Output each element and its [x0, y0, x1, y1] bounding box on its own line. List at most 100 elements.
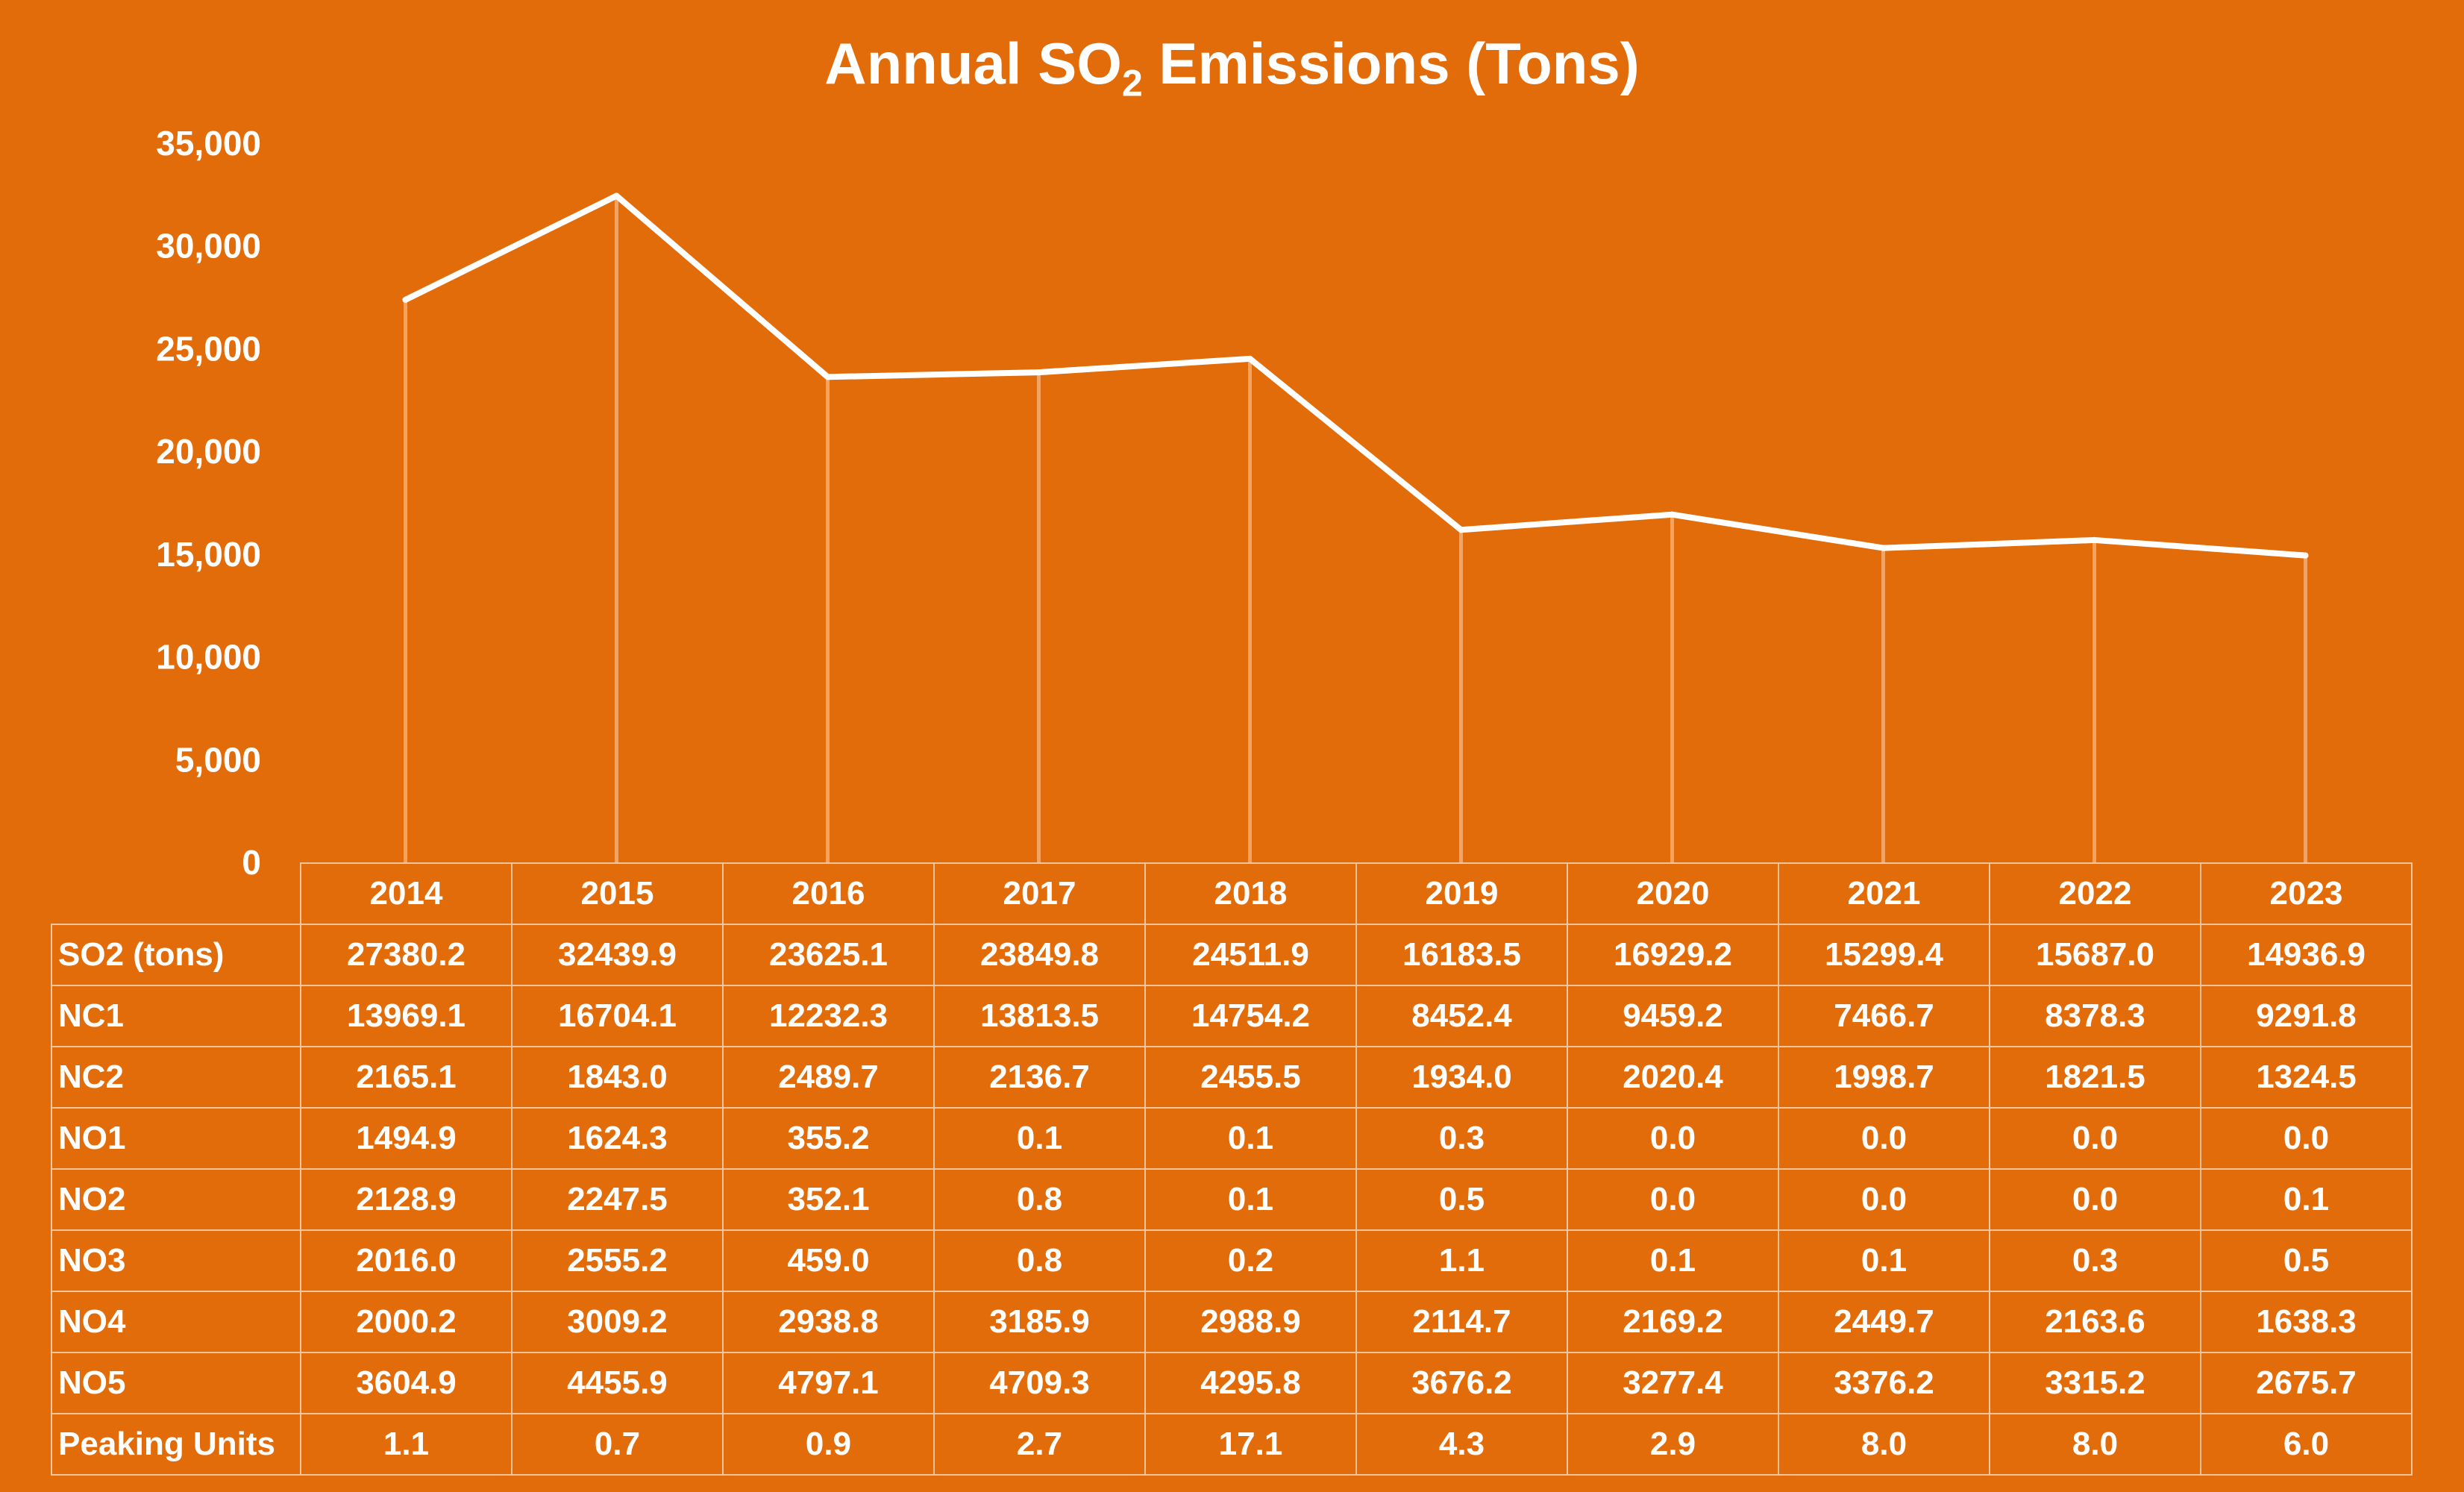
table-row: SO2 (tons) 27380.2 32439.9 23625.1 23849.8 24… — [51, 924, 2413, 986]
data-point — [1035, 369, 1042, 376]
table-cell: 4.3 — [1355, 1413, 1568, 1476]
table-cell: 3376.2 — [1778, 1352, 1990, 1414]
data-point — [1458, 527, 1464, 533]
table-cell: 459.0 — [722, 1229, 935, 1292]
table-cell: 8378.3 — [1989, 985, 2201, 1047]
series-line-segment — [1880, 536, 2098, 551]
data-point — [1247, 355, 1253, 362]
table-cell: 1998.7 — [1778, 1046, 1990, 1109]
table-cell: 0.3 — [1355, 1107, 1568, 1170]
table-cell: 9291.8 — [2200, 985, 2413, 1047]
table-cell: 3604.9 — [300, 1352, 512, 1414]
row-label: NO3 — [51, 1229, 301, 1292]
year-header: 2023 — [2200, 862, 2413, 925]
table-cell: 2000.2 — [300, 1291, 512, 1353]
table-cell: 4455.9 — [511, 1352, 724, 1414]
y-tick-label: 20,000 — [156, 432, 261, 471]
table-row: NO4 2000.2 3009.2 2938.8 3185.9 2988.9 2114.7 2… — [51, 1291, 2413, 1353]
table-cell: 0.8 — [933, 1229, 1146, 1292]
data-point — [613, 192, 620, 199]
table-cell: 14754.2 — [1144, 985, 1357, 1047]
y-tick-label: 0 — [242, 843, 261, 882]
year-header: 2016 — [722, 862, 935, 925]
table-row: NO2 2128.9 2247.5 352.1 0.8 0.1 0.5 0.0 0.0 0.0 0.… — [51, 1168, 2413, 1231]
table-cell: 32439.9 — [511, 924, 724, 986]
series-line-segment — [402, 192, 620, 303]
row-label: NO2 — [51, 1168, 301, 1231]
series-line-segment — [1458, 511, 1675, 533]
table-cell: 0.3 — [1989, 1229, 2201, 1292]
series-line-segment — [613, 192, 831, 380]
table-cell: 8.0 — [1989, 1413, 2201, 1476]
table-cell: 2247.5 — [511, 1168, 724, 1231]
table-cell: 2675.7 — [2200, 1352, 2413, 1414]
table-cell: 2489.7 — [722, 1046, 935, 1109]
year-header: 2017 — [933, 862, 1146, 925]
table-cell: 4797.1 — [722, 1352, 935, 1414]
y-tick-label: 10,000 — [156, 638, 261, 677]
table-cell: 355.2 — [722, 1107, 935, 1170]
table-header-row: 2014 2015 2016 2017 2018 2019 2020 2021 … — [51, 862, 2413, 925]
data-point — [824, 374, 831, 380]
table-cell: 0.1 — [1144, 1168, 1357, 1231]
table-cell: 14936.9 — [2200, 924, 2413, 986]
y-tick-label: 5,000 — [175, 740, 261, 779]
table-cell: 8452.4 — [1355, 985, 1568, 1047]
table-row: Peaking Units 1.1 0.7 0.9 2.7 17.1 4.3 2.9 8.0 8.… — [51, 1413, 2413, 1476]
table-cell: 1638.3 — [2200, 1291, 2413, 1353]
row-label: NC1 — [51, 985, 301, 1047]
row-label: SO2 (tons) — [51, 924, 301, 986]
row-label: Peaking Units — [51, 1413, 301, 1476]
table-cell: 0.5 — [2200, 1229, 2413, 1292]
table-cell: 0.0 — [2200, 1107, 2413, 1170]
data-point — [1669, 511, 1675, 518]
table-cell: 0.8 — [933, 1168, 1146, 1231]
table-cell: 0.0 — [1567, 1107, 1779, 1170]
table-row: NO5 3604.9 4455.9 4797.1 4709.3 4295.8 3676.2 3… — [51, 1352, 2413, 1414]
table-cell: 27380.2 — [300, 924, 512, 986]
table-cell: 15687.0 — [1989, 924, 2201, 986]
table-cell: 2449.7 — [1778, 1291, 1990, 1353]
series-line-segment — [2091, 536, 2309, 559]
table-cell: 2169.2 — [1567, 1291, 1779, 1353]
table-cell: 352.1 — [722, 1168, 935, 1231]
year-header: 2018 — [1144, 862, 1357, 925]
table-row: NO3 2016.0 2555.2 459.0 0.8 0.2 1.1 0.1 0.1 0.3 0.… — [51, 1229, 2413, 1292]
y-tick-label: 30,000 — [156, 227, 261, 266]
table-cell: 16929.2 — [1567, 924, 1779, 986]
table-cell: 7466.7 — [1778, 985, 1990, 1047]
series-line-segment — [1669, 511, 1887, 551]
table-cell: 1821.5 — [1989, 1046, 2201, 1109]
table-cell: 16183.5 — [1355, 924, 1568, 986]
chart-title-subscript: 2 — [1121, 62, 1143, 104]
table-cell: 0.0 — [1989, 1168, 2201, 1231]
table-cell: 0.9 — [722, 1413, 935, 1476]
table-row: NC1 13969.1 16704.1 12232.3 13813.5 14754.2 84… — [51, 985, 2413, 1047]
table-cell: 0.1 — [933, 1107, 1146, 1170]
table-cell: 2.9 — [1567, 1413, 1779, 1476]
year-header: 2019 — [1355, 862, 1568, 925]
year-header: 2022 — [1989, 862, 2201, 925]
table-cell: 1.1 — [1355, 1229, 1568, 1292]
data-point — [402, 296, 409, 303]
table-cell: 0.7 — [511, 1413, 724, 1476]
data-point — [2091, 536, 2098, 543]
chart-title: Annual SO2 Emissions (Tons) — [0, 30, 2464, 102]
table-cell: 2938.8 — [722, 1291, 935, 1353]
y-tick-label: 35,000 — [156, 124, 261, 163]
table-cell: 2020.4 — [1567, 1046, 1779, 1109]
row-label: NO1 — [51, 1107, 301, 1170]
year-header: 2014 — [300, 862, 512, 925]
table-cell: 2163.6 — [1989, 1291, 2201, 1353]
data-point — [2302, 552, 2309, 559]
row-label: NO5 — [51, 1352, 301, 1414]
table-cell: 1494.9 — [300, 1107, 512, 1170]
year-header: 2020 — [1567, 862, 1779, 925]
table-cell: 2555.2 — [511, 1229, 724, 1292]
table-cell: 3185.9 — [933, 1291, 1146, 1353]
row-label: NO4 — [51, 1291, 301, 1353]
table-row: NO1 1494.9 1624.3 355.2 0.1 0.1 0.3 0.0 0.0 0.0 0.… — [51, 1107, 2413, 1170]
table-cell: 0.1 — [1567, 1229, 1779, 1292]
table-cell: 1843.0 — [511, 1046, 724, 1109]
